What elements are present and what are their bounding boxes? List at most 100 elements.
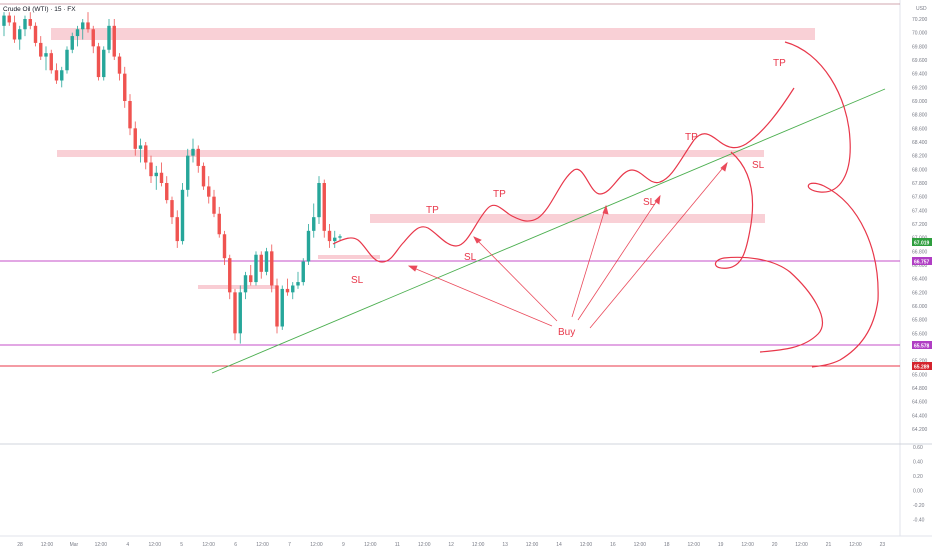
time-tick-label: Mar xyxy=(70,542,79,548)
price-tick-label: 66.800 xyxy=(912,249,928,255)
candle-body xyxy=(28,19,32,26)
indicator-tick-label: -0.20 xyxy=(913,503,925,509)
indicator-tick-label: 0.40 xyxy=(913,460,923,466)
candle-body xyxy=(65,49,69,71)
buy-arrow-5[interactable] xyxy=(589,162,728,329)
resistance-zone-upper[interactable] xyxy=(51,28,815,40)
candle-body xyxy=(186,155,190,190)
candle-body xyxy=(138,145,143,149)
level-middle-value: 65.578 xyxy=(914,344,930,350)
level-lower-value: 65.289 xyxy=(914,365,930,371)
candle-body xyxy=(23,19,27,30)
buy-arrow-2[interactable] xyxy=(473,236,558,322)
buy-arrow-3[interactable] xyxy=(571,205,607,318)
tp-label-1: TP xyxy=(426,205,439,216)
indicator-tick-label: 0.60 xyxy=(913,445,923,451)
price-tick-label: 67.400 xyxy=(912,208,928,214)
level-lower-badge: 65.289 xyxy=(912,362,932,371)
candle-body xyxy=(96,46,101,78)
price-tick-label: 66.400 xyxy=(912,277,928,283)
projection-curve-inner[interactable] xyxy=(714,151,823,353)
candle-body xyxy=(170,200,174,218)
candle-body xyxy=(254,254,258,283)
time-tick-label: 28 xyxy=(17,542,23,548)
candle-body xyxy=(322,183,326,231)
chart-title[interactable]: Crude Oil (WTI) · 15 · FX xyxy=(3,6,76,13)
candle-body xyxy=(285,288,290,293)
candlestick-series xyxy=(2,12,342,344)
candle-body xyxy=(222,234,227,259)
buy-arrowhead-3 xyxy=(602,204,609,215)
resistance-zone-middle[interactable] xyxy=(57,150,764,157)
candle-body xyxy=(312,217,316,231)
time-tick-label: 4 xyxy=(126,542,129,548)
time-tick-label: 12:00 xyxy=(849,542,862,548)
candle-body xyxy=(112,25,116,57)
currency-label: USD xyxy=(916,6,927,12)
candle-body xyxy=(333,237,337,242)
resistance-zone-lower[interactable] xyxy=(370,214,765,223)
price-tick-label: 65.000 xyxy=(912,372,928,378)
candle-body xyxy=(33,25,38,43)
sl-label-3: SL xyxy=(643,197,656,208)
price-tick-label: 66.000 xyxy=(912,304,928,310)
time-tick-label: 5 xyxy=(180,542,183,548)
time-axis[interactable]: 28 12:00 Mar 12:00 4 12:00 5 12:00 6 12:00 7 12:00 9… xyxy=(17,542,885,548)
annotation-labels: TP TP TP TP SL SL SL SL Buy xyxy=(351,58,786,338)
time-tick-label: 12:00 xyxy=(310,542,323,548)
buy-label: Buy xyxy=(558,327,575,338)
candle-body xyxy=(70,36,74,50)
price-tick-label: 69.800 xyxy=(912,44,928,50)
price-axis[interactable]: 70.200 70.000 69.800 69.600 69.400 69.200 69.0… xyxy=(912,17,928,433)
support-zone-small[interactable] xyxy=(318,255,380,259)
price-tick-label: 66.600 xyxy=(912,263,928,269)
buy-arrows[interactable] xyxy=(407,161,728,329)
projected-path[interactable] xyxy=(332,87,795,263)
candle-body xyxy=(201,165,206,187)
time-tick-label: 12:00 xyxy=(580,542,593,548)
buy-arrowhead-2 xyxy=(473,236,482,244)
ascending-trend-line[interactable] xyxy=(211,88,886,374)
price-tick-label: 70.000 xyxy=(912,31,928,37)
time-tick-label: 12:00 xyxy=(634,542,647,548)
candle-body xyxy=(54,70,59,81)
price-tick-label: 69.400 xyxy=(912,72,928,78)
candle-body xyxy=(81,22,85,30)
candle-body xyxy=(39,42,43,57)
time-tick-label: 12:00 xyxy=(148,542,161,548)
time-tick-label: 12:00 xyxy=(795,542,808,548)
candle-body xyxy=(207,186,211,197)
projection-curve-outer[interactable] xyxy=(784,41,879,368)
candle-body xyxy=(175,217,179,242)
time-tick-label: 6 xyxy=(234,542,237,548)
last-price-value: 67.019 xyxy=(914,241,930,247)
time-tick-label: 12:00 xyxy=(418,542,431,548)
buy-arrow-4[interactable] xyxy=(577,195,661,321)
last-price-badge: 67.019 xyxy=(912,238,932,247)
candle-body xyxy=(128,101,132,129)
time-tick-label: 12:00 xyxy=(202,542,215,548)
indicator-axis[interactable]: 0.60 0.40 0.20 0.00 -0.20 -0.40 xyxy=(913,445,925,524)
price-tick-label: 67.600 xyxy=(912,195,928,201)
time-tick-label: 13 xyxy=(502,542,508,548)
time-tick-label: 18 xyxy=(664,542,670,548)
candle-body xyxy=(180,189,185,242)
candle-body xyxy=(270,251,274,286)
price-tick-label: 68.600 xyxy=(912,126,928,132)
support-zone-left[interactable] xyxy=(198,285,278,289)
time-tick-label: 9 xyxy=(342,542,345,548)
candle-body xyxy=(159,172,164,183)
candle-body xyxy=(154,172,158,177)
price-tick-label: 65.200 xyxy=(912,359,928,365)
buy-arrow-1[interactable] xyxy=(408,265,553,327)
candle-body xyxy=(212,196,216,214)
price-tick-label: 64.600 xyxy=(912,400,928,406)
candle-body xyxy=(49,53,53,71)
candle-body xyxy=(86,22,90,30)
candle-body xyxy=(2,15,6,26)
time-tick-label: 14 xyxy=(556,542,562,548)
candle-body xyxy=(44,53,48,57)
